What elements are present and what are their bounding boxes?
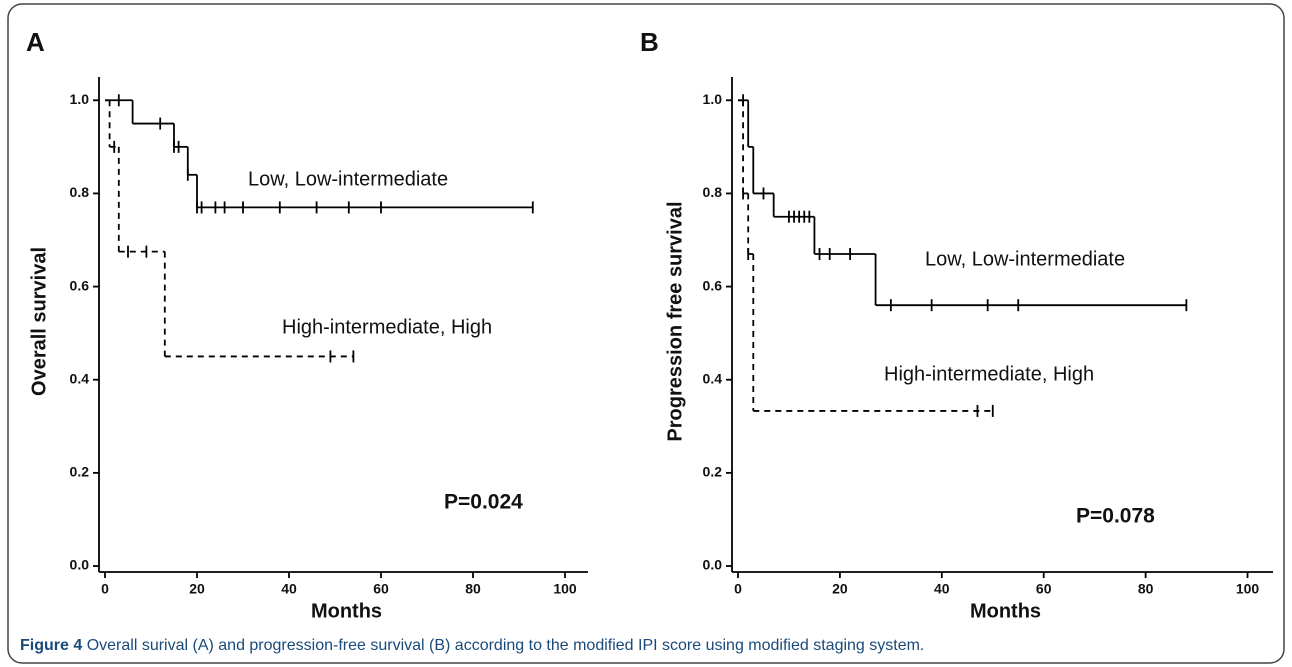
series-label: Low, Low-intermediate <box>248 168 448 190</box>
x-tick-label: 60 <box>373 581 389 597</box>
y-axis-label: Progression free survival <box>664 201 686 441</box>
caption-text: Overall surival (A) and progression-free… <box>87 637 925 654</box>
y-tick-label: 1.0 <box>70 91 90 107</box>
y-tick-label: 0.8 <box>70 184 90 200</box>
panel-label: A <box>26 27 45 57</box>
x-tick-label: 40 <box>281 581 297 597</box>
y-axis-label: Overall survival <box>28 247 50 396</box>
y-tick-label: 0.0 <box>70 557 90 573</box>
series-label: Low, Low-intermediate <box>925 248 1125 270</box>
x-tick-label: 80 <box>1138 581 1154 597</box>
y-tick-label: 0.4 <box>703 370 723 386</box>
y-tick-label: 0.6 <box>703 277 723 293</box>
caption-label: Figure 4 <box>20 637 82 654</box>
x-tick-label: 40 <box>934 581 950 597</box>
y-tick-label: 0.0 <box>703 557 723 573</box>
x-tick-label: 0 <box>734 581 742 597</box>
x-tick-label: 60 <box>1036 581 1052 597</box>
y-tick-label: 0.4 <box>70 370 90 386</box>
y-tick-label: 0.2 <box>70 464 90 480</box>
frame <box>7 3 1285 664</box>
y-tick-label: 0.6 <box>70 277 90 293</box>
x-axis-label: Months <box>311 600 382 622</box>
x-tick-label: 0 <box>101 581 109 597</box>
y-tick-label: 1.0 <box>703 91 723 107</box>
series-label: High-intermediate, High <box>884 363 1094 385</box>
panel-label: B <box>640 27 659 57</box>
caption: Figure 4 Overall surival (A) and progres… <box>20 637 924 654</box>
x-tick-label: 20 <box>832 581 848 597</box>
y-tick-label: 0.8 <box>703 184 723 200</box>
x-tick-label: 20 <box>189 581 205 597</box>
x-tick-label: 80 <box>465 581 481 597</box>
y-tick-label: 0.2 <box>703 464 723 480</box>
x-axis-label: Months <box>970 600 1041 622</box>
x-tick-label: 100 <box>553 581 577 597</box>
p-value: P=0.024 <box>444 491 523 514</box>
x-tick-label: 100 <box>1236 581 1260 597</box>
p-value: P=0.078 <box>1076 505 1155 528</box>
series-label: High-intermediate, High <box>282 316 492 338</box>
